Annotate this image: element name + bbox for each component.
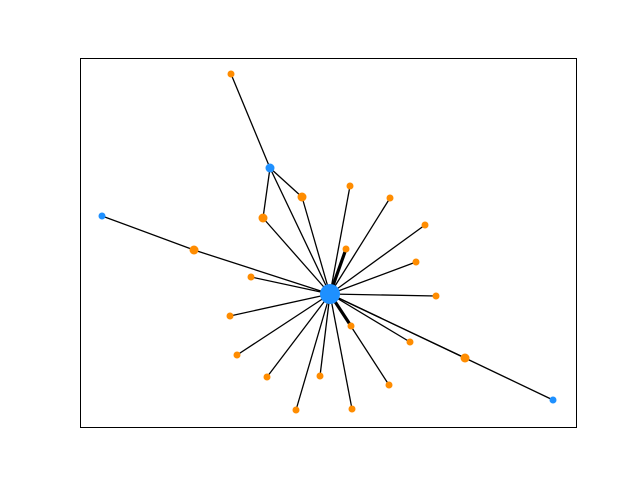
edge-o21-b_right <box>464 357 554 401</box>
node-o9 <box>247 273 255 281</box>
node-o8 <box>432 292 440 300</box>
edge-b_top-o2 <box>269 167 303 198</box>
node-o7 <box>342 245 350 253</box>
node-b_top <box>265 163 275 173</box>
edge-o14-hub <box>295 293 331 411</box>
edge-o15-hub <box>319 293 331 377</box>
node-o15 <box>316 372 324 380</box>
node-o5 <box>421 221 429 229</box>
node-b_right <box>549 396 557 404</box>
node-b_left <box>98 212 106 220</box>
edge-o2-hub <box>301 196 331 295</box>
edge-o11-hub <box>229 293 331 317</box>
edge-o4-hub <box>329 197 391 295</box>
edge-layer <box>101 73 554 411</box>
edge-o18-hub <box>329 293 411 343</box>
edge-o1-hub <box>262 217 331 295</box>
node-o12 <box>233 351 241 359</box>
node-o_top <box>227 70 235 78</box>
edge-o8-hub <box>329 293 437 297</box>
node-o2 <box>297 192 307 202</box>
edge-o_top-b_top <box>230 73 271 169</box>
node-hub <box>320 284 340 304</box>
node-o4 <box>386 194 394 202</box>
node-o16 <box>348 405 356 413</box>
edge-o12-hub <box>236 293 331 356</box>
node-o6 <box>412 258 420 266</box>
node-o10 <box>189 245 199 255</box>
edge-o3-hub <box>329 185 351 295</box>
edge-o5-hub <box>329 224 426 295</box>
node-o17 <box>385 381 393 389</box>
edge-o21-hub <box>329 293 466 359</box>
node-o21 <box>460 353 470 363</box>
node-o14 <box>292 406 300 414</box>
edge-b_left-o10 <box>101 215 195 251</box>
node-o1 <box>258 213 268 223</box>
edge-o13-hub <box>266 293 331 378</box>
node-o18 <box>406 338 414 346</box>
node-o13 <box>263 373 271 381</box>
edge-o6-hub <box>329 261 417 295</box>
edge-b_top-hub <box>269 167 331 295</box>
node-o19 <box>347 322 355 330</box>
edge-o16-hub <box>329 293 353 410</box>
node-o11 <box>226 312 234 320</box>
plot-frame <box>80 58 577 428</box>
edge-b_top-o1 <box>262 167 271 219</box>
node-o3 <box>346 182 354 190</box>
node-layer <box>98 70 557 414</box>
edge-o10-hub <box>193 249 331 295</box>
edge-o9-hub <box>250 276 331 295</box>
